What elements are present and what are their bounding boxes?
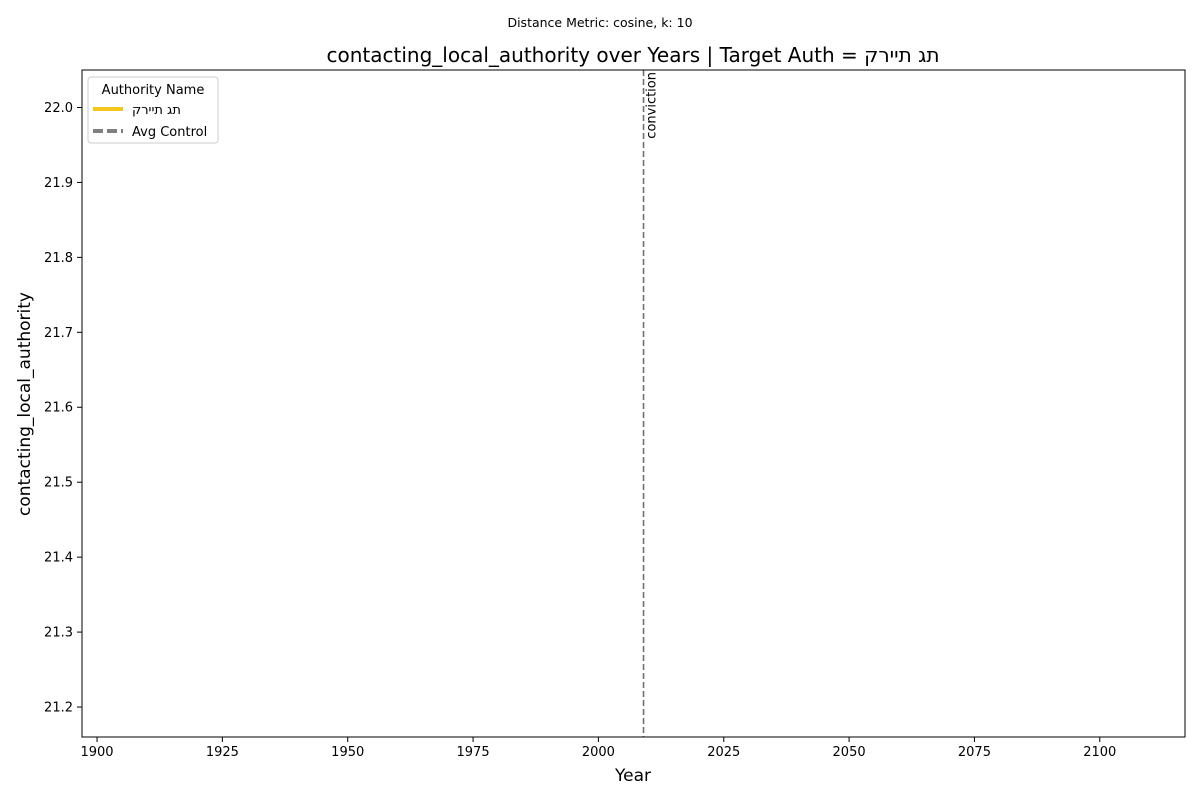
y-tick-label: 21.7 bbox=[44, 326, 73, 341]
x-tick-label: 2100 bbox=[1083, 745, 1116, 760]
legend-label-avg-control: Avg Control bbox=[132, 125, 207, 140]
y-axis-ticks: 21.2 21.3 21.4 21.5 21.6 21.7 21.8 21.9 22.0 bbox=[44, 101, 82, 716]
legend-title: Authority Name bbox=[102, 83, 205, 98]
x-axis-label: Year bbox=[614, 766, 651, 786]
y-tick-label: 21.6 bbox=[44, 401, 73, 416]
vline-label: conviction bbox=[645, 72, 660, 139]
y-tick-label: 21.9 bbox=[44, 176, 73, 191]
y-tick-label: 21.8 bbox=[44, 251, 73, 266]
x-tick-label: 2050 bbox=[833, 745, 866, 760]
legend-label-target: תג תיירק bbox=[132, 103, 181, 118]
y-tick-label: 21.2 bbox=[44, 701, 73, 716]
chart-title: contacting_local_authority over Years | … bbox=[327, 43, 940, 67]
y-tick-label: 22.0 bbox=[44, 101, 73, 116]
x-tick-label: 1975 bbox=[457, 745, 490, 760]
x-tick-label: 1925 bbox=[206, 745, 239, 760]
x-tick-label: 2075 bbox=[958, 745, 991, 760]
x-tick-label: 1900 bbox=[80, 745, 113, 760]
x-tick-label: 2000 bbox=[582, 745, 615, 760]
legend: Authority Name תג תיירק Avg Control bbox=[87, 76, 219, 144]
y-tick-label: 21.5 bbox=[44, 476, 73, 491]
y-tick-label: 21.4 bbox=[44, 551, 73, 566]
x-tick-label: 2025 bbox=[707, 745, 740, 760]
x-tick-label: 1950 bbox=[331, 745, 364, 760]
plot-area bbox=[82, 70, 1185, 737]
plot-frame bbox=[81, 69, 1186, 738]
y-axis-label: contacting_local_authority bbox=[15, 292, 35, 516]
legend-box bbox=[87, 76, 219, 144]
x-axis-ticks: 1900 1925 1950 1975 2000 2025 2050 2075 2100 bbox=[80, 737, 1116, 760]
suptitle: Distance Metric: cosine, k: 10 bbox=[507, 15, 692, 30]
y-tick-label: 21.3 bbox=[44, 626, 73, 641]
